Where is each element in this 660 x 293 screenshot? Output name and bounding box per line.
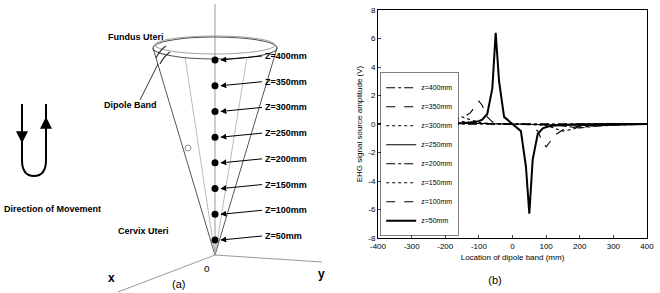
svg-text:-100: -100: [471, 242, 488, 251]
svg-text:Z=250mm: Z=250mm: [265, 128, 307, 138]
svg-text:-300: -300: [404, 242, 421, 251]
svg-text:Z=350mm: Z=350mm: [265, 77, 307, 87]
svg-text:z=250mm: z=250mm: [421, 141, 452, 148]
svg-text:300: 300: [607, 242, 621, 251]
svg-text:Z=100mm: Z=100mm: [265, 205, 307, 215]
svg-text:-400: -400: [370, 242, 387, 251]
svg-text:0: 0: [510, 242, 515, 251]
svg-text:0: 0: [371, 120, 376, 129]
svg-text:-8: -8: [368, 234, 376, 243]
svg-text:Z=50mm: Z=50mm: [265, 231, 302, 241]
svg-text:(a): (a): [172, 278, 185, 290]
svg-text:x: x: [108, 271, 115, 285]
svg-text:z=400mm: z=400mm: [421, 84, 452, 91]
svg-text:EHG signal source amplitude (V: EHG signal source amplitude (V): [355, 65, 364, 182]
svg-text:2: 2: [371, 91, 376, 100]
svg-text:o: o: [204, 263, 210, 274]
svg-text:z=200mm: z=200mm: [421, 160, 452, 167]
svg-text:z=100mm: z=100mm: [421, 198, 452, 205]
svg-text:Dipole Band: Dipole Band: [104, 100, 157, 110]
svg-text:z=300mm: z=300mm: [421, 122, 452, 129]
svg-text:-200: -200: [437, 242, 454, 251]
svg-text:-2: -2: [368, 148, 376, 157]
svg-text:Z=300mm: Z=300mm: [265, 102, 307, 112]
svg-text:Cervix Uteri: Cervix Uteri: [118, 226, 169, 236]
svg-text:Z=200mm: Z=200mm: [265, 154, 307, 164]
svg-text:8: 8: [371, 6, 376, 15]
svg-text:-4: -4: [368, 177, 376, 186]
svg-text:6: 6: [371, 34, 376, 43]
svg-text:Direction of Movement: Direction of Movement: [4, 204, 101, 214]
svg-text:z=350mm: z=350mm: [421, 103, 452, 110]
svg-text:400: 400: [640, 242, 654, 251]
svg-text:100: 100: [539, 242, 553, 251]
svg-text:Z=400mm: Z=400mm: [265, 51, 307, 61]
svg-text:200: 200: [573, 242, 587, 251]
svg-text:-6: -6: [368, 205, 376, 214]
svg-text:Z=150mm: Z=150mm: [265, 180, 307, 190]
svg-text:z=50mm: z=50mm: [421, 217, 448, 224]
svg-text:Fundus Uteri: Fundus Uteri: [108, 32, 164, 42]
svg-text:4: 4: [371, 63, 376, 72]
html-text:(b): (b): [488, 274, 502, 286]
svg-text:Location of dipole band (mm): Location of dipole band (mm): [461, 253, 565, 262]
svg-text:z=150mm: z=150mm: [421, 179, 452, 186]
svg-text:y: y: [318, 267, 325, 281]
